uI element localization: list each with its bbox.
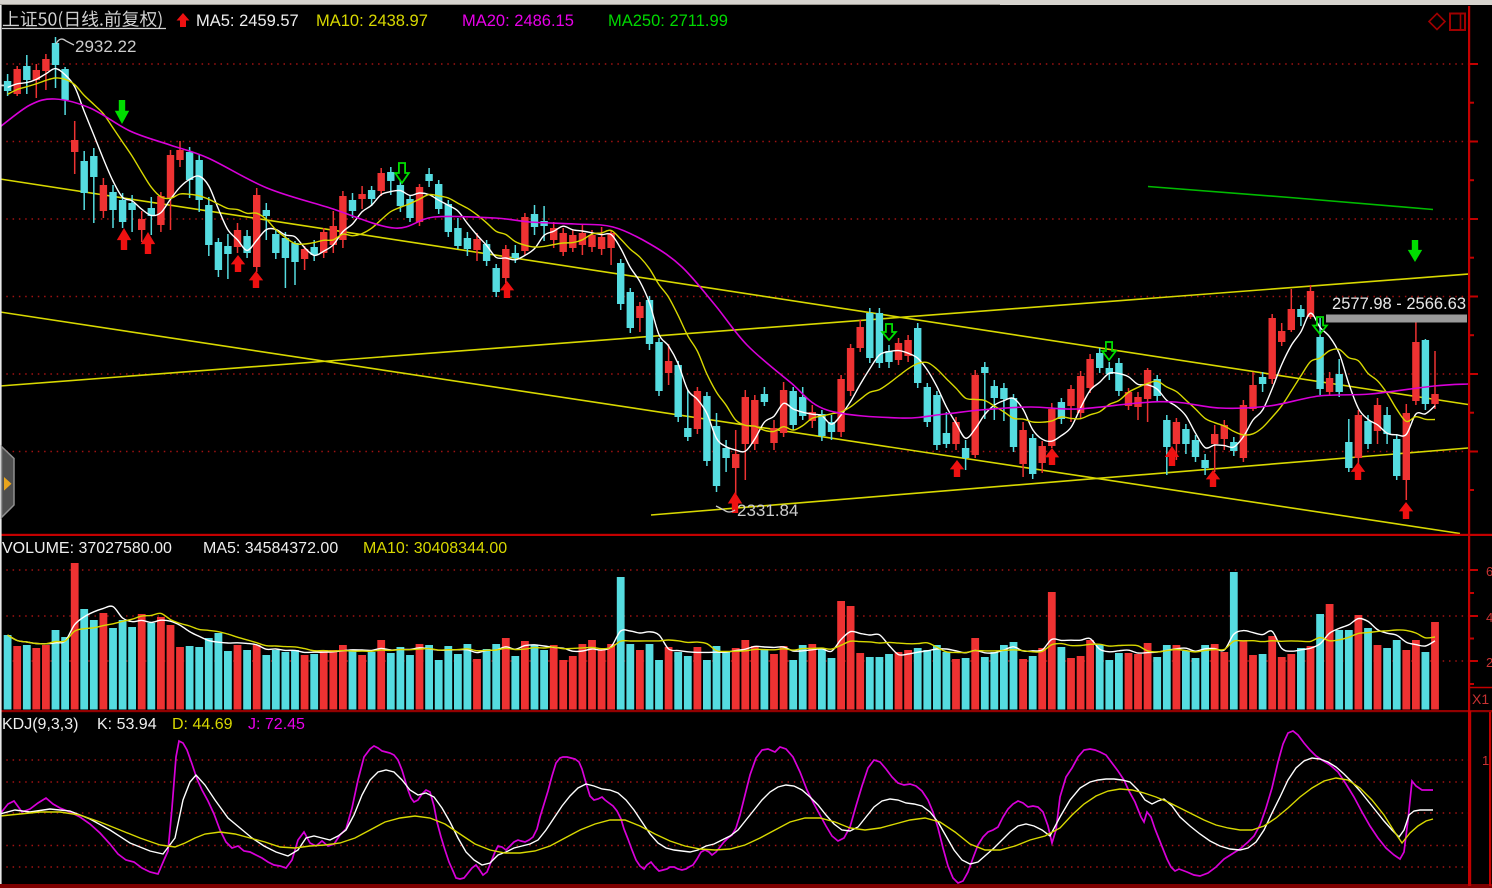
- svg-text:2577.98 - 2566.63: 2577.98 - 2566.63: [1332, 295, 1466, 313]
- svg-text:VOLUME: 37027580.00: VOLUME: 37027580.00: [2, 540, 172, 557]
- svg-text:KDJ(9,3,3): KDJ(9,3,3): [2, 716, 78, 733]
- svg-text:MA5: 2459.57: MA5: 2459.57: [196, 12, 299, 30]
- svg-text:J: 72.45: J: 72.45: [248, 716, 305, 733]
- svg-text:K: 53.94: K: 53.94: [97, 716, 157, 733]
- svg-text:MA10: 30408344.00: MA10: 30408344.00: [363, 540, 507, 557]
- svg-text:2: 2: [1486, 655, 1492, 670]
- svg-text:MA250: 2711.99: MA250: 2711.99: [608, 12, 728, 30]
- svg-text:X1: X1: [1472, 691, 1489, 707]
- svg-text:MA20: 2486.15: MA20: 2486.15: [462, 12, 574, 30]
- svg-text:MA10: 2438.97: MA10: 2438.97: [316, 12, 428, 30]
- svg-text:MA5: 34584372.00: MA5: 34584372.00: [203, 540, 338, 557]
- svg-text:2932.22: 2932.22: [75, 37, 136, 56]
- svg-text:6: 6: [1486, 564, 1492, 579]
- svg-text:D: 44.69: D: 44.69: [172, 716, 233, 733]
- svg-text:2331.84: 2331.84: [737, 501, 798, 520]
- svg-text:1: 1: [1482, 753, 1489, 768]
- svg-text:4: 4: [1486, 610, 1492, 625]
